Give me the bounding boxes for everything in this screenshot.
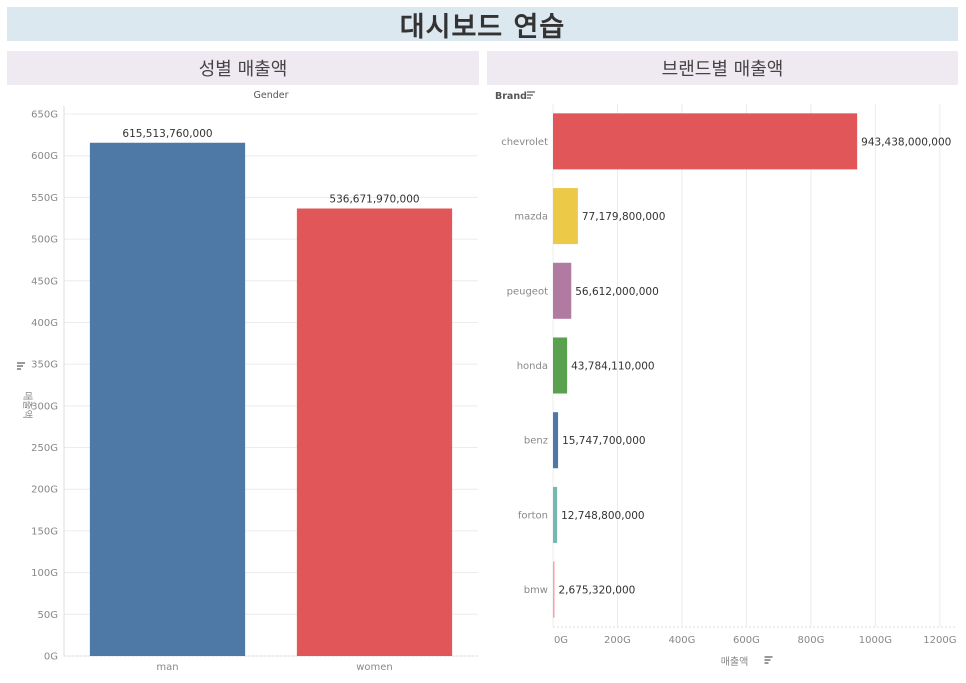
brand-sales-chart: Brand 0G 200G 400G 600G 800G 1000G 1200G 매출액 chev… (495, 91, 956, 668)
y-tick-label: mazda (514, 212, 548, 223)
y-tick-label: forton (518, 510, 548, 521)
x-axis-label: 매출액 (721, 656, 749, 668)
y-tick-label: 350G (31, 360, 58, 371)
bar-value-label: 77,179,800,000 (582, 211, 666, 223)
y-tick-label: benz (524, 436, 548, 447)
x-tick-label: man (156, 662, 178, 673)
sort-icon (527, 91, 535, 99)
bar-benz (553, 412, 559, 469)
bar-forton (553, 486, 558, 543)
x-tick-label: 1000G (859, 635, 892, 646)
bar-value-label: 56,612,000,000 (575, 286, 659, 298)
sort-icon (17, 362, 25, 370)
bar-value-label: 615,513,760,000 (122, 128, 212, 140)
x-tick-label: 600G (733, 635, 760, 646)
y-tick-label: bmw (524, 585, 548, 596)
x-tick-label: women (356, 662, 393, 673)
bar-value-label: 15,747,700,000 (562, 435, 646, 447)
y-tick-label: 550G (31, 193, 58, 204)
bar-value-label: 43,784,110,000 (571, 361, 655, 373)
gender-column-header: Gender (253, 90, 288, 101)
y-tick-label: 600G (31, 151, 58, 162)
brand-row-header: Brand (495, 91, 527, 102)
bar-value-label: 536,671,970,000 (329, 193, 419, 205)
bar-honda (553, 337, 568, 394)
x-tick-label: 0G (554, 635, 568, 646)
dashboard-title: 대시보드 연습 (399, 11, 566, 43)
bar-value-label: 943,438,000,000 (861, 136, 951, 148)
y-axis-label: 매출액 (21, 391, 33, 419)
y-tick-label: 0G (44, 652, 58, 663)
bar-peugeot (553, 262, 572, 319)
y-tick-label: 400G (31, 318, 58, 329)
y-tick-label: peugeot (507, 286, 548, 297)
sort-icon (764, 656, 773, 664)
bar-man (89, 142, 246, 656)
dashboard-title-bar: 대시보드 연습 (7, 7, 958, 43)
y-tick-label: 450G (31, 276, 58, 287)
gender-sales-chart: Gender 0G 50G 100G 150G 200G 250G 300G 350G 400G 4… (17, 90, 478, 673)
y-tick-label: 200G (31, 485, 58, 496)
y-tick-label: 300G (31, 401, 58, 412)
gender-sales-header: 성별 매출액 (7, 51, 479, 85)
x-tick-label: 1200G (923, 635, 956, 646)
y-tick-label: 100G (31, 568, 58, 579)
x-tick-label: 200G (604, 635, 631, 646)
gender-sales-title: 성별 매출액 (198, 59, 288, 80)
bar-mazda (553, 188, 578, 245)
y-tick-label: 500G (31, 235, 58, 246)
bar-chevrolet (553, 113, 858, 170)
y-tick-label: 150G (31, 526, 58, 537)
y-tick-label: 250G (31, 443, 58, 454)
brand-sales-title: 브랜드별 매출액 (661, 59, 784, 80)
bar-women (296, 208, 453, 656)
y-tick-label: honda (517, 361, 548, 372)
x-tick-label: 400G (669, 635, 696, 646)
brand-sales-header: 브랜드별 매출액 (487, 51, 958, 85)
x-tick-label: 800G (797, 635, 824, 646)
bar-bmw (553, 561, 555, 618)
bar-value-label: 2,675,320,000 (559, 585, 636, 597)
y-tick-label: 650G (31, 110, 58, 121)
bar-value-label: 12,748,800,000 (561, 510, 645, 522)
y-tick-label: 50G (38, 610, 58, 621)
y-tick-label: chevrolet (501, 137, 548, 148)
